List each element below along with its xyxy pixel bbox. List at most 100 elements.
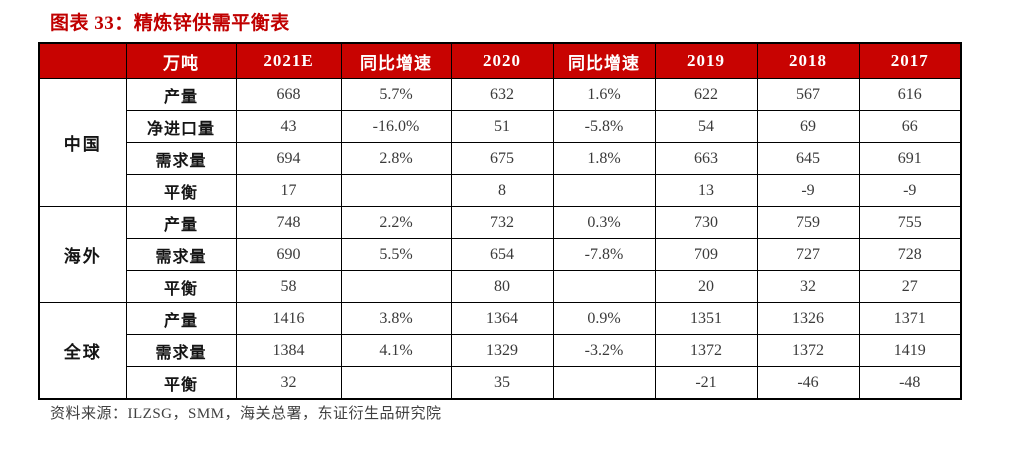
- value-cell: [552, 174, 656, 207]
- value-cell: 728: [858, 238, 962, 271]
- table-row: 需求量 1384 4.1% 1329 -3.2% 1372 1372 1419: [39, 334, 962, 367]
- value-cell: 1371: [858, 302, 962, 335]
- value-cell: 1351: [654, 302, 758, 335]
- group-label-cell: 全球: [38, 302, 127, 400]
- value-cell: 27: [858, 270, 962, 303]
- value-cell: -48: [858, 366, 962, 400]
- value-cell: 3.8%: [340, 302, 452, 335]
- value-cell: -7.8%: [552, 238, 656, 271]
- value-cell: 54: [654, 110, 758, 143]
- figure-title: 图表 33：精炼锌供需平衡表: [50, 13, 290, 34]
- value-cell: 0.3%: [552, 206, 656, 239]
- value-cell: 1419: [858, 334, 962, 367]
- value-cell: 632: [450, 78, 554, 111]
- value-cell: 730: [654, 206, 758, 239]
- value-cell: 675: [450, 142, 554, 175]
- value-cell: 663: [654, 142, 758, 175]
- value-cell: 727: [756, 238, 860, 271]
- value-cell: -3.2%: [552, 334, 656, 367]
- value-cell: 616: [858, 78, 962, 111]
- value-cell: 1.8%: [552, 142, 656, 175]
- value-cell: 691: [858, 142, 962, 175]
- value-cell: 1372: [756, 334, 860, 367]
- source-attribution: 资料来源：ILZSG，SMM，海关总署，东证衍生品研究院: [50, 406, 442, 422]
- table-row: 中国 产量 668 5.7% 632 1.6% 622 567 616: [38, 78, 962, 207]
- value-cell: 0.9%: [552, 302, 656, 335]
- group-label-cell: 海外: [38, 206, 127, 303]
- value-cell: 1329: [450, 334, 554, 367]
- metric-cell: 产量: [125, 302, 237, 335]
- value-cell: 694: [235, 142, 342, 175]
- value-cell: 748: [235, 206, 342, 239]
- metric-cell: 需求量: [125, 142, 237, 175]
- table-row: 平衡 58 80 20 32 27: [39, 270, 962, 303]
- value-cell: 732: [450, 206, 554, 239]
- column-header-yoy-1: 同比增速: [340, 42, 452, 79]
- supply-demand-balance-table: 万吨 2021E 同比增速 2020 同比增速 2019 2018 2017 中…: [38, 42, 962, 400]
- value-cell: 1.6%: [552, 78, 656, 111]
- value-cell: -16.0%: [340, 110, 452, 143]
- unit-header-cell: 万吨: [125, 42, 237, 79]
- value-cell: [340, 366, 452, 400]
- value-cell: 5.7%: [340, 78, 452, 111]
- value-cell: 668: [235, 78, 342, 111]
- metric-cell: 需求量: [125, 238, 237, 271]
- table-row: 平衡 32 35 -21 -46 -48: [39, 366, 962, 400]
- value-cell: 69: [756, 110, 860, 143]
- value-cell: 5.5%: [340, 238, 452, 271]
- corner-cell: [38, 42, 127, 79]
- header-row: 万吨 2021E 同比增速 2020 同比增速 2019 2018 2017: [38, 42, 962, 79]
- column-header-2017: 2017: [858, 42, 962, 79]
- metric-cell: 平衡: [125, 366, 237, 400]
- value-cell: 2.2%: [340, 206, 452, 239]
- table-row: 全球 产量 1416 3.8% 1364 0.9% 1351 1326 1371: [38, 302, 962, 400]
- group-label-cell: 中国: [38, 78, 127, 207]
- value-cell: -46: [756, 366, 860, 400]
- table-row: 需求量 694 2.8% 675 1.8% 663 645 691: [39, 142, 962, 175]
- value-cell: 17: [235, 174, 342, 207]
- table-row: 净进口量 43 -16.0% 51 -5.8% 54 69 66: [39, 110, 962, 143]
- value-cell: 645: [756, 142, 860, 175]
- value-cell: 1326: [756, 302, 860, 335]
- column-header-2018: 2018: [756, 42, 860, 79]
- value-cell: 755: [858, 206, 962, 239]
- value-cell: 13: [654, 174, 758, 207]
- table-row: 平衡 17 8 13 -9 -9: [39, 174, 962, 207]
- value-cell: 51: [450, 110, 554, 143]
- column-header-2020: 2020: [450, 42, 554, 79]
- metric-cell: 产量: [125, 78, 237, 111]
- value-cell: [340, 174, 452, 207]
- table-row: 海外 产量 748 2.2% 732 0.3% 730 759 755: [38, 206, 962, 303]
- metric-cell: 平衡: [125, 270, 237, 303]
- value-cell: 759: [756, 206, 860, 239]
- metric-cell: 平衡: [125, 174, 237, 207]
- table-row: 需求量 690 5.5% 654 -7.8% 709 727 728: [39, 238, 962, 271]
- value-cell: 1372: [654, 334, 758, 367]
- value-cell: 709: [654, 238, 758, 271]
- value-cell: [340, 270, 452, 303]
- value-cell: 1364: [450, 302, 554, 335]
- value-cell: 58: [235, 270, 342, 303]
- metric-cell: 净进口量: [125, 110, 237, 143]
- value-cell: 80: [450, 270, 554, 303]
- value-cell: 32: [756, 270, 860, 303]
- value-cell: [552, 270, 656, 303]
- value-cell: 1416: [235, 302, 342, 335]
- value-cell: 567: [756, 78, 860, 111]
- column-header-yoy-2: 同比增速: [552, 42, 656, 79]
- value-cell: 690: [235, 238, 342, 271]
- value-cell: -9: [756, 174, 860, 207]
- value-cell: -21: [654, 366, 758, 400]
- value-cell: 622: [654, 78, 758, 111]
- value-cell: 66: [858, 110, 962, 143]
- metric-cell: 产量: [125, 206, 237, 239]
- value-cell: [552, 366, 656, 400]
- table-header: 万吨 2021E 同比增速 2020 同比增速 2019 2018 2017: [38, 42, 962, 79]
- value-cell: 35: [450, 366, 554, 400]
- metric-cell: 需求量: [125, 334, 237, 367]
- value-cell: 654: [450, 238, 554, 271]
- value-cell: 4.1%: [340, 334, 452, 367]
- value-cell: 8: [450, 174, 554, 207]
- column-header-2019: 2019: [654, 42, 758, 79]
- value-cell: 32: [235, 366, 342, 400]
